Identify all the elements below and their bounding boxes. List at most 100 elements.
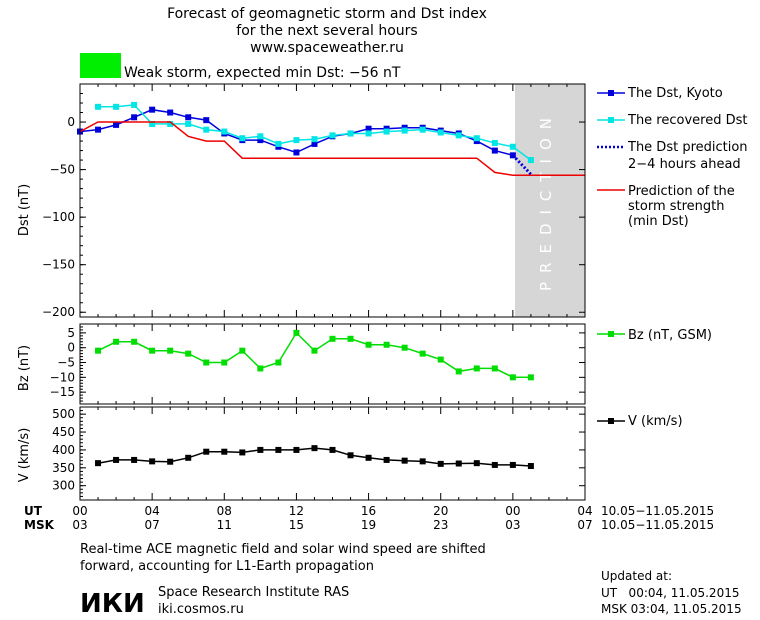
point-dst-1-23 xyxy=(509,143,516,150)
ut-tick-2: 08 xyxy=(217,504,232,518)
point-bz-0-24 xyxy=(527,374,534,381)
ytick-label-v-0: 500 xyxy=(52,407,75,421)
msk-tick-0: 03 xyxy=(72,518,87,532)
point-dst-1-20 xyxy=(455,132,462,139)
point-dst-0-5 xyxy=(167,109,174,116)
legend-dst-recovered-label: The recovered Dst xyxy=(627,113,747,128)
series-line-dst-1 xyxy=(98,104,532,161)
ytick-label-dst-0: 0 xyxy=(67,115,75,129)
v-ylabel: V (km/s) xyxy=(17,428,32,483)
legend-dst-prediction-label-2: 2−4 hours ahead xyxy=(628,157,741,172)
msk-axis-label: MSK xyxy=(24,518,55,532)
msk-tick-5: 23 xyxy=(433,518,448,532)
point-bz-0-6 xyxy=(203,359,210,366)
point-dst-0-10 xyxy=(257,137,264,144)
point-dst-0-16 xyxy=(365,125,372,132)
series-line-dst-2 xyxy=(511,154,532,176)
point-bz-0-9 xyxy=(257,365,264,372)
point-dst-0-2 xyxy=(113,121,120,128)
point-bz-0-2 xyxy=(131,338,138,345)
ytick-label-bz-4: −15 xyxy=(50,385,75,399)
msk-tick-6: 03 xyxy=(505,518,520,532)
point-v-0-6 xyxy=(203,448,210,455)
point-dst-1-10 xyxy=(275,140,282,147)
point-bz-0-23 xyxy=(509,374,516,381)
updated-ut: UT 00:04, 11.05.2015 xyxy=(601,586,739,600)
point-dst-1-9 xyxy=(257,133,264,140)
institute-website: iki.cosmos.ru xyxy=(158,602,244,617)
point-dst-1-21 xyxy=(473,135,480,142)
legend-dst-recovered-marker xyxy=(608,117,614,123)
point-bz-0-17 xyxy=(401,344,408,351)
msk-tick-2: 11 xyxy=(217,518,232,532)
updated-label: Updated at: xyxy=(601,569,672,583)
point-dst-0-24 xyxy=(509,152,516,159)
point-v-0-16 xyxy=(383,456,390,463)
point-v-0-14 xyxy=(347,452,354,459)
point-bz-0-12 xyxy=(311,347,318,354)
ytick-label-bz-1: 0 xyxy=(67,341,75,355)
chart-title-line-2: for the next several hours xyxy=(236,23,417,39)
point-dst-1-24 xyxy=(527,157,534,164)
bz-panel-frame xyxy=(79,323,586,405)
legend-storm-strength-label-1: Prediction of the xyxy=(628,184,735,199)
point-v-0-24 xyxy=(527,463,534,470)
point-dst-1-14 xyxy=(347,130,354,137)
point-dst-1-3 xyxy=(149,120,156,127)
point-bz-0-20 xyxy=(455,368,462,375)
point-dst-0-12 xyxy=(293,149,300,156)
ytick-label-v-1: 450 xyxy=(52,425,75,439)
msk-tick-7: 07 xyxy=(577,518,592,532)
prediction-band xyxy=(515,84,585,317)
point-bz-0-7 xyxy=(221,359,228,366)
point-bz-0-3 xyxy=(149,347,156,354)
ut-date-range: 10.05−11.05.2015 xyxy=(601,504,714,518)
point-dst-1-0 xyxy=(95,103,102,110)
ytick-label-bz-2: −5 xyxy=(57,356,75,370)
ut-tick-0: 00 xyxy=(72,504,87,518)
institute-name: Space Research Institute RAS xyxy=(158,585,349,600)
point-v-0-8 xyxy=(239,449,246,456)
point-dst-1-16 xyxy=(383,128,390,135)
point-v-0-2 xyxy=(131,456,138,463)
point-v-0-10 xyxy=(275,446,282,453)
point-v-0-19 xyxy=(437,460,444,467)
point-dst-0-13 xyxy=(311,140,318,147)
point-bz-0-0 xyxy=(95,347,102,354)
point-dst-0-6 xyxy=(185,114,192,121)
legend-storm-strength-label-2: storm strength xyxy=(628,199,725,214)
updated-msk: MSK 03:04, 11.05.2015 xyxy=(601,602,742,616)
point-dst-1-8 xyxy=(239,135,246,142)
legend-v-marker xyxy=(608,418,614,424)
point-bz-0-14 xyxy=(347,335,354,342)
point-bz-0-15 xyxy=(365,341,372,348)
point-v-0-17 xyxy=(401,457,408,464)
ut-axis-label: UT xyxy=(24,504,43,518)
point-dst-1-1 xyxy=(113,103,120,110)
point-dst-0-23 xyxy=(491,147,498,154)
point-dst-0-1 xyxy=(95,126,102,133)
ytick-label-dst-4: −200 xyxy=(42,305,75,319)
point-bz-0-4 xyxy=(167,347,174,354)
point-dst-1-13 xyxy=(329,132,336,139)
point-bz-0-22 xyxy=(491,365,498,372)
dst-ylabel: Dst (nT) xyxy=(17,184,32,236)
point-bz-0-1 xyxy=(113,338,120,345)
v-panel-frame xyxy=(79,406,586,501)
storm-level-swatch xyxy=(80,53,121,78)
point-v-0-9 xyxy=(257,446,264,453)
dst-panel: 0 −50 −100 −150 −200 xyxy=(42,83,586,319)
ut-tick-3: 12 xyxy=(289,504,304,518)
point-bz-0-5 xyxy=(185,350,192,357)
ut-tick-4: 16 xyxy=(361,504,376,518)
legend-dst-kyoto-marker xyxy=(608,90,614,96)
point-v-0-22 xyxy=(491,461,498,468)
legend-dst-prediction-label-1: The Dst prediction xyxy=(627,140,748,155)
ytick-label-v-2: 400 xyxy=(52,443,75,457)
legend-dst-kyoto-label: The Dst, Kyoto xyxy=(627,86,723,101)
point-dst-1-5 xyxy=(185,120,192,127)
footnote-line-2: forward, accounting for L1-Earth propaga… xyxy=(80,559,374,574)
point-dst-1-6 xyxy=(203,126,210,133)
point-v-0-20 xyxy=(455,460,462,467)
